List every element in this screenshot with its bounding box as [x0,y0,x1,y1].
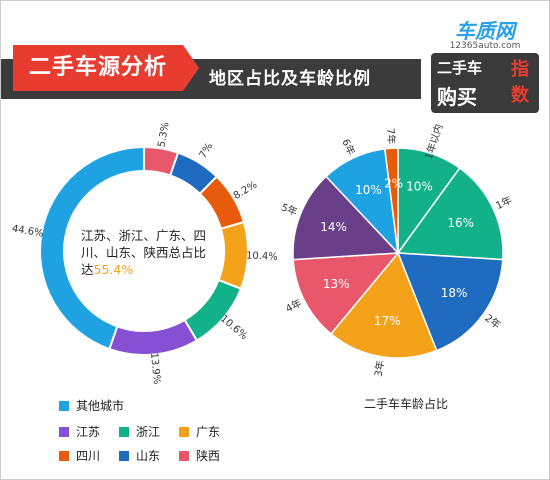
page-subtitle: 地区占比及车龄比例 [209,69,371,89]
pie-value-2: 18% [441,286,468,300]
legend-swatch-2 [119,427,129,437]
pie-value-3: 17% [374,314,401,328]
donut-label-6: 5.3% [157,121,172,148]
pie-value-0: 10% [406,180,433,194]
center-text-highlight: 55.4% [94,262,134,277]
brand-logo: 车质网 12365auto.com 二手车 购买 指 数 [425,9,545,117]
legend-label-4: 四川 [76,449,101,463]
age-pie-caption: 二手车车龄占比 [363,397,448,411]
donut-slice-4 [198,175,246,230]
pie-category-1: 1年 [493,193,513,212]
pie-slice-4 [292,252,400,335]
age-pie-value-labels: 10% 16% 18% 17% 13% 14% 10% 2% [320,176,474,328]
logo-line2: 购买 [437,85,477,109]
center-text-line2: 川、山东、陕西总占比 [81,245,206,260]
center-text-line3: 达55.4% [81,262,133,277]
donut-label-1: 13.9% [148,352,162,385]
legend-swatch-4 [59,451,69,461]
pie-category-7: 7年 [384,128,398,145]
pie-value-1: 16% [447,216,474,230]
pie-value-5: 14% [320,220,347,234]
pie-category-0: 1年以内 [422,122,446,161]
donut-slice-2 [183,278,243,342]
legend-swatch-0 [59,401,69,411]
pie-value-6: 10% [355,183,382,197]
donut-label-4: 8.2% [232,179,259,202]
page-title: 二手车源分析 [28,55,167,80]
pie-slice-7 [384,147,399,254]
center-text-line1: 江苏、浙江、广东、四 [81,228,206,243]
donut-center-text: 江苏、浙江、广东、四 川、山东、陕西总占比 达55.4% [81,228,206,277]
center-text-prefix: 达 [81,262,94,277]
pie-slice-3 [330,251,438,359]
title-banner-tail [183,45,199,91]
logo-highlight2: 数 [511,85,529,106]
title-banner [13,45,183,91]
pie-category-3: 3年 [372,359,387,377]
pie-category-6: 6年 [339,137,358,157]
region-donut-chart [39,145,249,356]
legend-label-3: 广东 [196,425,221,439]
logo-highlight1: 指 [511,59,529,80]
logo-box [431,53,539,113]
legend-label-2: 浙江 [136,425,161,439]
legend-label-0: 其他城市 [76,399,125,413]
logo-line1: 二手车 [437,59,483,77]
pie-slice-5 [292,175,400,261]
pie-value-4: 13% [323,277,350,291]
legend-swatch-5 [119,451,129,461]
pie-category-5: 5年 [279,200,299,218]
logo-brand: 车质网 [455,19,515,43]
pie-slice-1 [396,167,504,261]
legend-swatch-6 [179,451,189,461]
donut-label-0: 44.6% [11,223,44,239]
legend-label-6: 陕西 [196,449,221,463]
legend-label-5: 山东 [136,449,161,463]
header: 二手车源分析 地区占比及车龄比例 车质网 12365auto.com 二手车 购… [1,1,549,123]
pie-category-2: 2年 [483,311,504,331]
donut-slice-6 [143,145,180,177]
logo-url: 12365auto.com [449,41,521,51]
donut-slice-5 [168,151,219,196]
donut-label-5: 7% [198,141,216,160]
pie-category-4: 4年 [283,296,303,315]
pie-value-7: 2% [384,176,403,190]
donut-slice-3 [217,220,249,290]
donut-label-2: 10.6% [218,313,249,342]
pie-slice-2 [396,252,504,352]
legend-swatch-3 [179,427,189,437]
age-pie-chart [292,147,504,359]
donut-label-3: 10.4% [246,250,278,262]
legend-label-1: 江苏 [76,425,101,439]
donut-slice-1 [108,318,199,356]
legend-swatch-1 [59,427,69,437]
